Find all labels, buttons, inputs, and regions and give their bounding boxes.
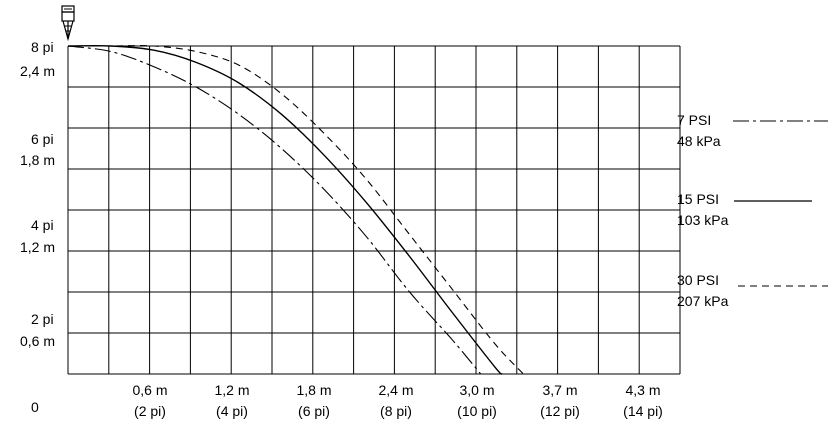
x-tick-labels: 0,6 m (2 pi) 1,2 m (4 pi) 1,8 m (6 pi) 2… — [132, 382, 662, 419]
y-tick-label-2b: 0,6 m — [20, 333, 55, 349]
x-tick-label-3b: (6 pi) — [298, 403, 330, 419]
x-tick-label-6a: 3,7 m — [542, 382, 577, 398]
legend-item-15psi: 15 PSI 103 kPa — [677, 191, 812, 228]
series-line-0 — [67, 45, 482, 375]
x-tick-label-2a: 1,2 m — [214, 382, 249, 398]
x-tick-label-2b: (4 pi) — [216, 403, 248, 419]
y-tick-label-8a: 8 pi — [31, 39, 54, 55]
legend-sublabel-15psi: 103 kPa — [677, 212, 729, 228]
y-tick-labels: 8 pi 2,4 m 6 pi 1,8 m 4 pi 1,2 m 2 pi 0,… — [20, 39, 55, 349]
x-tick-label-1a: 0,6 m — [132, 382, 167, 398]
y-tick-label-4a: 4 pi — [31, 217, 54, 233]
grid — [67, 45, 681, 375]
y-tick-label-6a: 6 pi — [31, 131, 54, 147]
x-tick-label-1b: (2 pi) — [134, 403, 166, 419]
x-tick-label-6b: (12 pi) — [540, 403, 580, 419]
legend-sublabel-30psi: 207 kPa — [677, 293, 729, 309]
legend-label-7psi: 7 PSI — [677, 112, 711, 128]
x-tick-label-4a: 2,4 m — [378, 382, 413, 398]
x-tick-label-3a: 1,8 m — [296, 382, 331, 398]
legend-label-30psi: 30 PSI — [677, 272, 719, 288]
legend: 7 PSI 48 kPa 15 PSI 103 kPa 30 PSI 207 k… — [677, 112, 828, 309]
x-tick-label-4b: (8 pi) — [380, 403, 412, 419]
legend-item-30psi: 30 PSI 207 kPa — [677, 272, 828, 309]
series-line-2 — [68, 45, 524, 375]
y-tick-label-6b: 1,8 m — [20, 152, 55, 168]
x-tick-label-5b: (10 pi) — [457, 403, 497, 419]
y-tick-label-2a: 2 pi — [31, 311, 54, 327]
origin-label: 0 — [31, 399, 39, 415]
x-tick-label-7b: (14 pi) — [623, 403, 663, 419]
sprinkler-head-icon — [61, 5, 75, 42]
legend-item-7psi: 7 PSI 48 kPa — [677, 112, 828, 149]
x-tick-label-5a: 3,0 m — [459, 382, 494, 398]
legend-label-15psi: 15 PSI — [677, 191, 719, 207]
legend-sublabel-7psi: 48 kPa — [677, 133, 721, 149]
x-tick-label-7a: 4,3 m — [625, 382, 660, 398]
series-line-1 — [67, 44, 503, 375]
series-layer — [67, 44, 524, 375]
y-tick-label-8b: 2,4 m — [20, 63, 55, 79]
y-tick-label-4b: 1,2 m — [20, 239, 55, 255]
